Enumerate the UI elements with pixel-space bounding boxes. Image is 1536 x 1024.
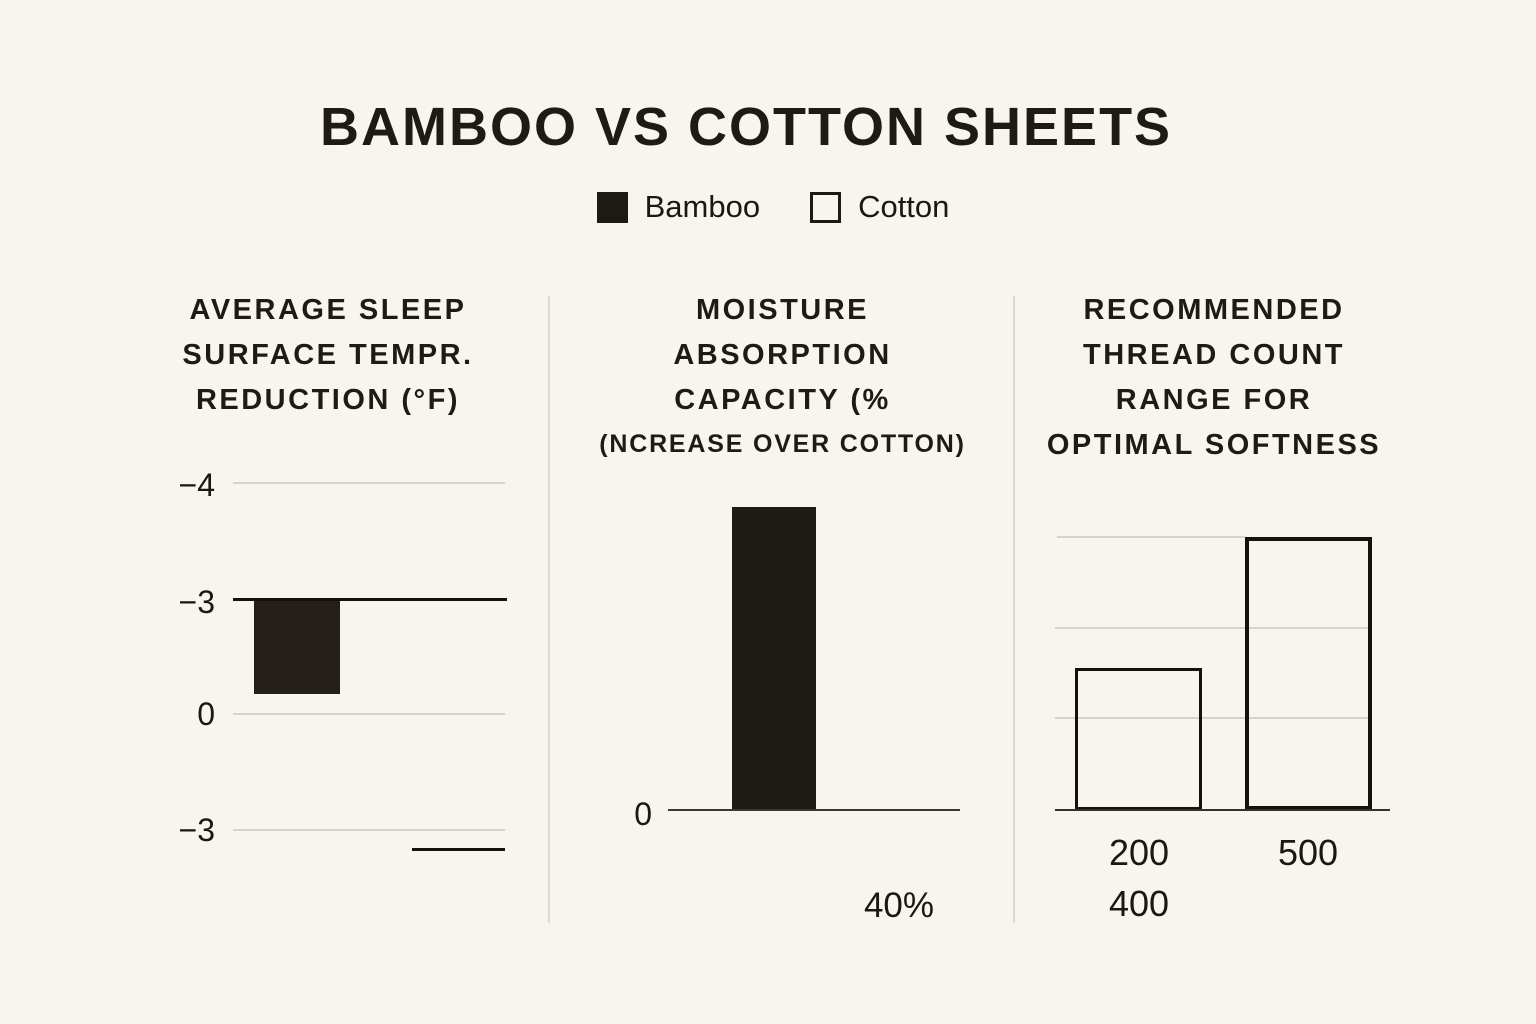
legend: Bamboo Cotton (0, 189, 1536, 225)
cotton-bar-500 (1245, 537, 1372, 810)
bamboo-swatch-icon (596, 191, 628, 223)
panel2-title-line: CAPACITY (% (674, 384, 891, 416)
x-tick-label: 400 (1108, 883, 1170, 924)
cotton-bar-200 (1075, 668, 1202, 810)
gridline (1055, 627, 1369, 629)
panel3-title-line: RANGE FOR (1115, 384, 1313, 416)
baseline-axis (668, 809, 960, 811)
y-tick-label: 0 (197, 696, 215, 732)
bamboo-bar-temperature (254, 601, 340, 694)
panel2-title-line: MOISTURE (695, 294, 870, 326)
gridline (233, 713, 505, 715)
legend-label-cotton: Cotton (858, 189, 950, 224)
gridline (1057, 536, 1245, 538)
panel3-title-line: THREAD COUNT (1083, 339, 1345, 371)
gridline (233, 829, 505, 831)
panel3-title-line: RECOMMENDED (1083, 294, 1345, 326)
legend-item-bamboo: Bamboo (596, 189, 761, 225)
bamboo-bar-moisture (732, 507, 816, 810)
panel1-title: AVERAGE SLEEP SURFACE TEMPR. REDUCTION (… (140, 288, 516, 423)
panel2-title: MOISTURE ABSORPTION CAPACITY (% (NCREASE… (560, 288, 1005, 465)
gridline (233, 482, 505, 484)
page-title: BAMBOO VS COTTON SHEETS (320, 97, 1173, 157)
panel1-title-line: SURFACE TEMPR. (182, 339, 474, 371)
y-tick-label: −4 (178, 467, 215, 503)
y-tick-label: −3 (178, 584, 215, 620)
x-tick-label: 200 (1108, 832, 1170, 873)
panel3-title: RECOMMENDED THREAD COUNT RANGE FOR OPTIM… (1014, 288, 1414, 468)
moisture-value-label: 40% (863, 886, 935, 925)
cotton-swatch-icon (810, 191, 842, 223)
gridline (1055, 717, 1369, 719)
panel2-title-line: ABSORPTION (673, 339, 892, 371)
minus3-axis-line (233, 598, 507, 601)
panel3-title-line: OPTIMAL SOFTNESS (1046, 429, 1382, 461)
panel1-title-line: AVERAGE SLEEP (189, 294, 467, 326)
x-tick-label: 500 (1277, 832, 1339, 873)
y-tick-label: −3 (178, 812, 215, 848)
panel-divider (1013, 296, 1015, 923)
legend-label-bamboo: Bamboo (644, 189, 761, 224)
panel-divider (548, 296, 550, 923)
panel1-title-line: REDUCTION (°F) (195, 384, 461, 416)
y-tick-label: 0 (634, 796, 652, 832)
panel2-subtitle: (NCREASE OVER COTTON) (599, 430, 966, 458)
cotton-value-line (412, 848, 505, 851)
legend-item-cotton: Cotton (810, 189, 949, 225)
baseline-axis (1055, 809, 1390, 811)
